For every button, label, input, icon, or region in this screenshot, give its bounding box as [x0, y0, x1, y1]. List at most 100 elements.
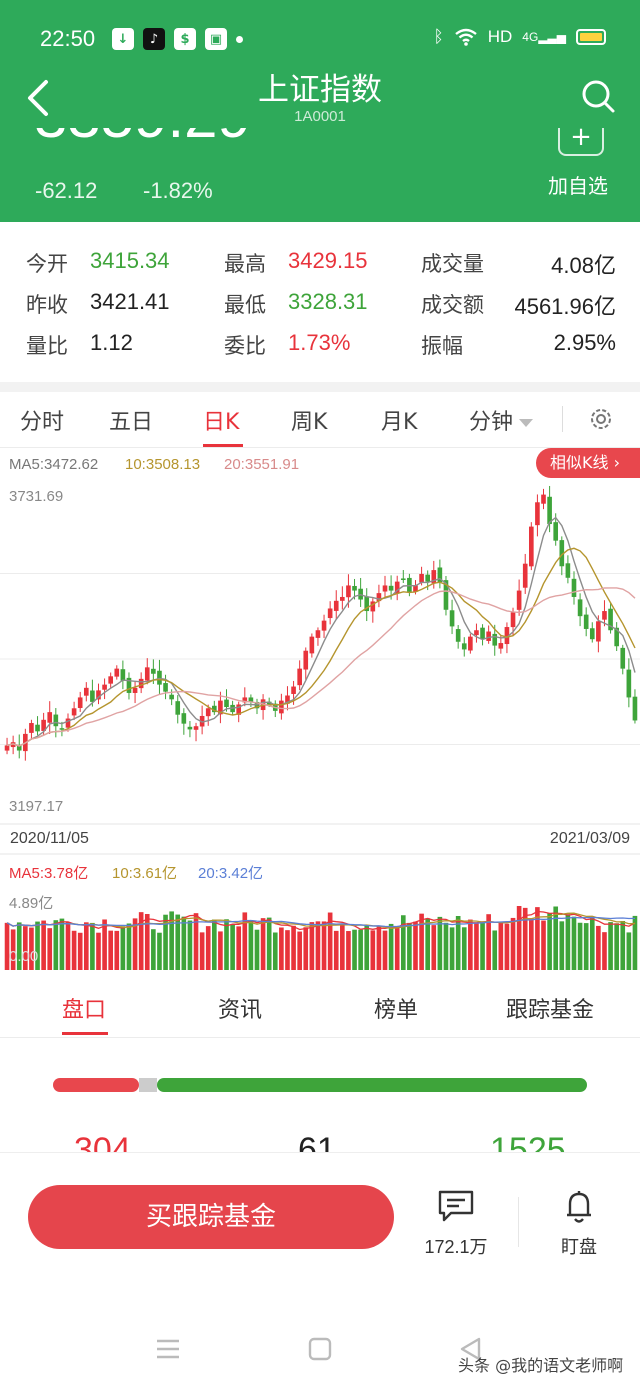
candle-body: [529, 526, 534, 567]
page-title: 上证指数: [258, 72, 382, 108]
vol-ma5-line: [6, 910, 636, 931]
candle-body: [583, 614, 589, 629]
candle-body: [47, 712, 53, 723]
volume-bar: [626, 932, 632, 970]
volume-bar: [144, 914, 150, 970]
candle-body: [59, 728, 65, 730]
volume-bar: [205, 926, 211, 970]
similar-kline-button[interactable]: 相似K线 ›: [536, 448, 640, 478]
add-watchlist-button[interactable]: +: [558, 124, 604, 156]
volume-bar: [333, 930, 339, 970]
volume-bar: [309, 922, 315, 970]
volume-bar: [461, 927, 467, 970]
volume-bar: [340, 925, 345, 970]
candle-body: [614, 627, 619, 647]
declining-count: 1525: [490, 1131, 566, 1154]
volume-bar: [53, 920, 59, 970]
home-nav-icon[interactable]: [308, 1337, 332, 1361]
tab-rankings[interactable]: 榜单: [374, 998, 419, 1023]
candle-body: [218, 700, 223, 715]
tab-five-day[interactable]: 五日: [109, 410, 154, 435]
comments-button[interactable]: 172.1万: [414, 1189, 498, 1259]
buy-tracking-fund-button[interactable]: 买跟踪基金: [28, 1185, 394, 1249]
volume-bar: [596, 925, 601, 970]
search-button[interactable]: [580, 78, 616, 114]
candle-body: [522, 563, 528, 588]
back-nav-icon[interactable]: [459, 1337, 483, 1361]
tab-intraday[interactable]: 分时: [20, 410, 65, 435]
tab-weekly-k[interactable]: 周K: [291, 410, 328, 435]
stat-value: 3415.34: [90, 248, 170, 273]
candle-body: [474, 630, 479, 636]
volume-bar: [16, 922, 22, 970]
tab-minute[interactable]: 分钟: [469, 404, 534, 436]
ma5-legend: MA5:3472.62: [9, 456, 99, 473]
candle-body: [492, 633, 498, 646]
candle-body: [108, 676, 113, 684]
candle-body: [309, 636, 315, 654]
candle-body: [285, 695, 290, 704]
candle-body: [279, 700, 284, 714]
watch-market-button[interactable]: 盯盘: [540, 1189, 618, 1259]
system-nav-bar: [0, 1280, 640, 1387]
candle-body: [510, 612, 516, 628]
candle-body: [626, 669, 632, 698]
candle-body: [425, 574, 430, 582]
candle-body: [376, 593, 382, 602]
candle-body: [297, 668, 302, 686]
vol-ma5-legend: MA5:3.78亿: [9, 865, 89, 882]
kline-chart[interactable]: MA5:3472.62 10:3508.13 20:3551.91 相似K线 ›…: [0, 448, 640, 976]
volume-bar: [260, 918, 266, 970]
candle-body: [589, 628, 595, 640]
candle-body: [340, 596, 345, 601]
tab-order-book[interactable]: 盘口: [62, 998, 107, 1023]
signal-type-text: 4G: [522, 30, 539, 44]
volume-bar: [352, 929, 357, 970]
stat-value: 3421.41: [90, 289, 170, 314]
vol-ma20-legend: 20:3.42亿: [198, 865, 264, 882]
volume-bar: [272, 932, 278, 970]
volume-bar: [291, 925, 296, 970]
volume-bar: [474, 923, 479, 970]
flat-ratio-bar: [139, 1078, 157, 1092]
candle-body: [504, 627, 510, 645]
volume-bar: [535, 907, 540, 970]
gallery-icon: ▣: [205, 28, 227, 50]
volume-bar: [614, 923, 619, 970]
volume-bar: [71, 930, 77, 970]
section-divider: [0, 382, 640, 392]
stat-value: 4561.96亿: [514, 294, 616, 319]
candle-body: [291, 686, 296, 694]
current-price: 3359.29: [34, 128, 294, 144]
candle-body: [181, 713, 187, 724]
menu-nav-icon[interactable]: [155, 1338, 181, 1360]
volume-bar: [370, 930, 376, 970]
volume-bar: [218, 931, 223, 970]
back-button[interactable]: [22, 78, 56, 118]
download-icon: ↓: [112, 28, 134, 50]
volume-bar: [193, 913, 199, 970]
candle-body: [266, 701, 272, 705]
wifi-icon: [454, 28, 477, 46]
candle-body: [455, 629, 461, 642]
candle-body: [193, 726, 199, 730]
candle-body: [126, 677, 132, 693]
volume-bar: [175, 914, 181, 970]
add-watchlist-label[interactable]: 加自选: [548, 174, 608, 198]
tab-news[interactable]: 资讯: [218, 998, 263, 1023]
volume-bar: [230, 924, 235, 970]
volume-bar: [102, 919, 107, 970]
candle-body: [163, 683, 168, 692]
candle-body: [449, 610, 455, 627]
tab-tracking-funds[interactable]: 跟踪基金: [506, 998, 595, 1023]
candle-body: [16, 744, 22, 751]
tab-monthly-k[interactable]: 月K: [381, 410, 418, 435]
volume-bar: [486, 914, 491, 970]
chart-settings-gear-icon[interactable]: [586, 404, 616, 434]
volume-bar: [90, 922, 95, 970]
volume-bar: [236, 926, 242, 970]
volume-bar: [181, 916, 187, 970]
tab-daily-k[interactable]: 日K: [203, 410, 240, 435]
volume-bar: [96, 932, 101, 970]
volume-bar: [346, 931, 351, 970]
